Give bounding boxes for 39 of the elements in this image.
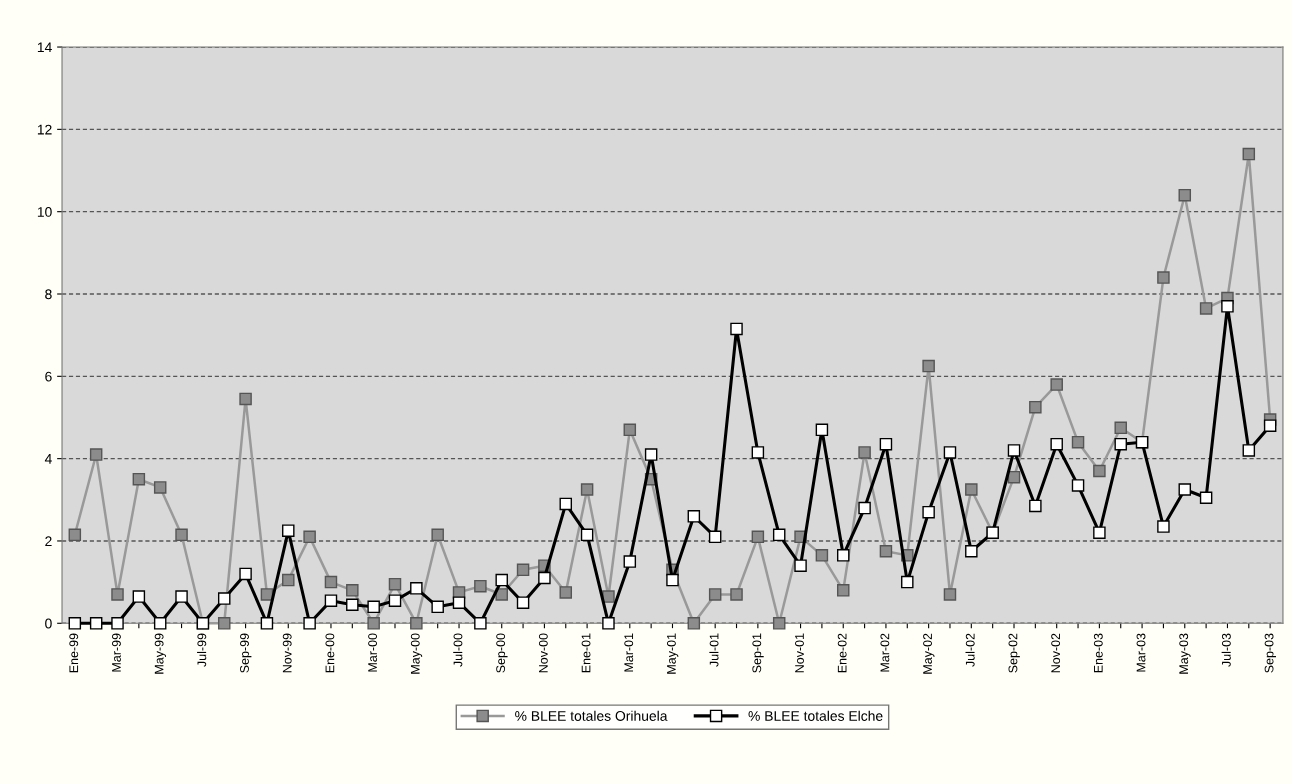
x-tick-label: Jul-01 bbox=[709, 633, 719, 667]
legend-label: % BLEE totales Elche bbox=[748, 710, 883, 721]
x-tick-label: Mar-01 bbox=[624, 633, 634, 672]
x-tick-label: Sep-03 bbox=[1264, 633, 1276, 673]
x-tick-label: Sep-00 bbox=[496, 633, 508, 673]
x-tick-label: Sep-01 bbox=[752, 633, 764, 673]
y-tick-label: 8 bbox=[45, 289, 52, 300]
x-tick-label: Jul-00 bbox=[453, 633, 463, 667]
x-tick-label: May-99 bbox=[154, 633, 167, 674]
y-tick-label: 6 bbox=[45, 371, 52, 382]
x-tick-label: Ene-01 bbox=[581, 633, 591, 673]
y-tick-label: 4 bbox=[44, 454, 52, 464]
x-tick-label: Ene-99 bbox=[69, 633, 79, 673]
x-tick-label: Mar-03 bbox=[1136, 633, 1146, 672]
x-tick-label: Sep-99 bbox=[240, 633, 252, 673]
x-tick-label: Jul-03 bbox=[1221, 633, 1231, 667]
x-tick-label: Mar-99 bbox=[112, 633, 121, 672]
x-tick-label: Mar-02 bbox=[880, 633, 890, 672]
x-tick-label: Mar-00 bbox=[368, 633, 378, 672]
x-tick-label: Sep-02 bbox=[1008, 633, 1020, 673]
x-tick-label: Nov-02 bbox=[1051, 633, 1061, 673]
y-tick-label: 2 bbox=[45, 536, 52, 546]
y-tick-label: 0 bbox=[45, 618, 52, 629]
x-tick-label: May-01 bbox=[666, 633, 679, 674]
x-tick-label: May-00 bbox=[410, 633, 423, 674]
x-tick-label: May-03 bbox=[1179, 633, 1191, 674]
y-tick-label: 14 bbox=[37, 42, 52, 53]
x-tick-label: Ene-02 bbox=[837, 633, 847, 673]
x-tick-label: Jul-02 bbox=[965, 633, 975, 667]
x-tick-label: Jul-99 bbox=[197, 633, 207, 667]
y-tick-label: 10 bbox=[37, 207, 52, 217]
x-tick-label: Ene-03 bbox=[1093, 633, 1103, 673]
x-tick-label: Nov-00 bbox=[538, 633, 548, 673]
y-tick-label: 12 bbox=[37, 124, 52, 135]
x-tick-label: May-02 bbox=[923, 633, 935, 674]
x-tick-label: Nov-01 bbox=[795, 633, 804, 673]
x-tick-label: Ene-00 bbox=[325, 633, 335, 673]
legend-label: % BLEE totales Orihuela bbox=[515, 710, 668, 721]
x-tick-label: Nov-99 bbox=[282, 633, 292, 673]
